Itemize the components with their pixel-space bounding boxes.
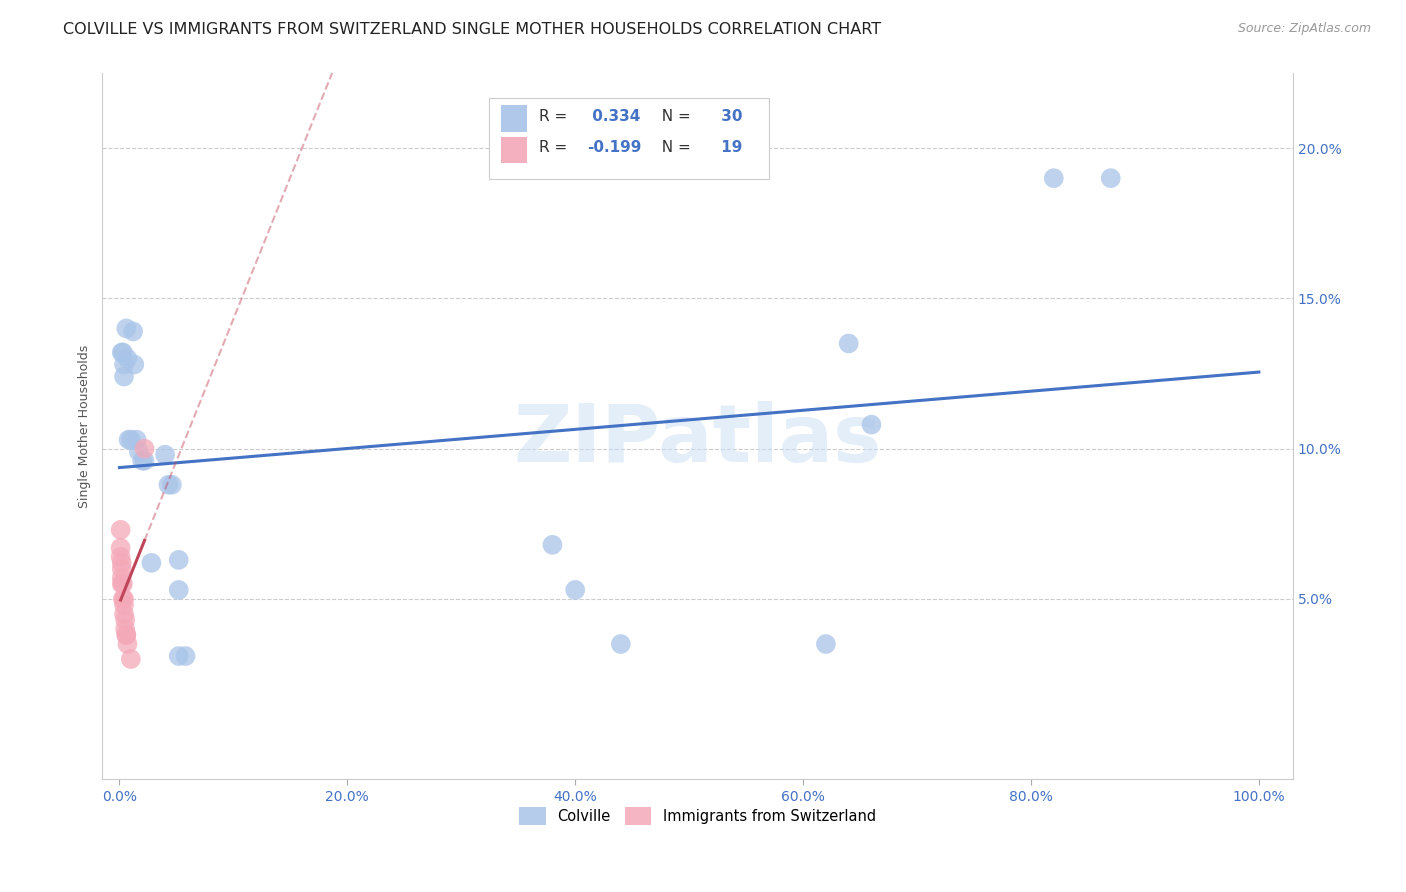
Text: 19: 19	[716, 140, 742, 154]
Point	[110, 523, 132, 537]
Point	[1099, 171, 1122, 186]
Point	[120, 652, 142, 666]
Point	[114, 622, 136, 636]
Text: Source: ZipAtlas.com: Source: ZipAtlas.com	[1237, 22, 1371, 36]
Point	[111, 571, 134, 585]
Y-axis label: Single Mother Households: Single Mother Households	[79, 344, 91, 508]
Point	[112, 607, 135, 621]
Point	[112, 598, 135, 612]
Point	[112, 369, 135, 384]
Point	[167, 582, 190, 597]
Point	[110, 541, 132, 555]
Point	[111, 345, 134, 359]
Point	[110, 549, 132, 564]
FancyBboxPatch shape	[489, 98, 769, 179]
Text: -0.199: -0.199	[586, 140, 641, 154]
Point	[134, 442, 156, 456]
Point	[124, 358, 146, 372]
Text: N =: N =	[652, 109, 696, 124]
Point	[112, 358, 135, 372]
Point	[111, 345, 134, 359]
Point	[131, 453, 153, 467]
Point	[120, 433, 142, 447]
Point	[125, 433, 148, 447]
Point	[153, 448, 176, 462]
Point	[157, 477, 180, 491]
Point	[117, 637, 139, 651]
Point	[128, 444, 150, 458]
Point	[160, 477, 183, 491]
Bar	[502, 105, 527, 132]
Text: ZIPatlas: ZIPatlas	[513, 401, 882, 479]
Point	[111, 562, 134, 576]
Text: 30: 30	[716, 109, 742, 124]
Point	[610, 637, 633, 651]
Point	[814, 637, 837, 651]
Bar	[502, 136, 527, 163]
Point	[111, 577, 134, 591]
Point	[141, 556, 163, 570]
Point	[122, 325, 145, 339]
Text: 0.334: 0.334	[586, 109, 640, 124]
Point	[167, 553, 190, 567]
Point	[115, 321, 138, 335]
Point	[111, 591, 134, 606]
Point	[115, 628, 138, 642]
Point	[564, 582, 586, 597]
Point	[1042, 171, 1064, 186]
Point	[111, 556, 134, 570]
Text: N =: N =	[652, 140, 696, 154]
Point	[174, 648, 197, 663]
Point	[111, 577, 134, 591]
Point	[541, 538, 564, 552]
Point	[112, 591, 135, 606]
Point	[115, 628, 138, 642]
Point	[117, 351, 139, 366]
Point	[838, 336, 860, 351]
Point	[860, 417, 883, 432]
Point	[117, 433, 139, 447]
Legend: Colville, Immigrants from Switzerland: Colville, Immigrants from Switzerland	[519, 807, 876, 825]
Text: R =: R =	[540, 140, 572, 154]
Point	[114, 613, 136, 627]
Text: COLVILLE VS IMMIGRANTS FROM SWITZERLAND SINGLE MOTHER HOUSEHOLDS CORRELATION CHA: COLVILLE VS IMMIGRANTS FROM SWITZERLAND …	[63, 22, 882, 37]
Point	[167, 648, 190, 663]
Point	[134, 453, 156, 467]
Text: R =: R =	[540, 109, 572, 124]
